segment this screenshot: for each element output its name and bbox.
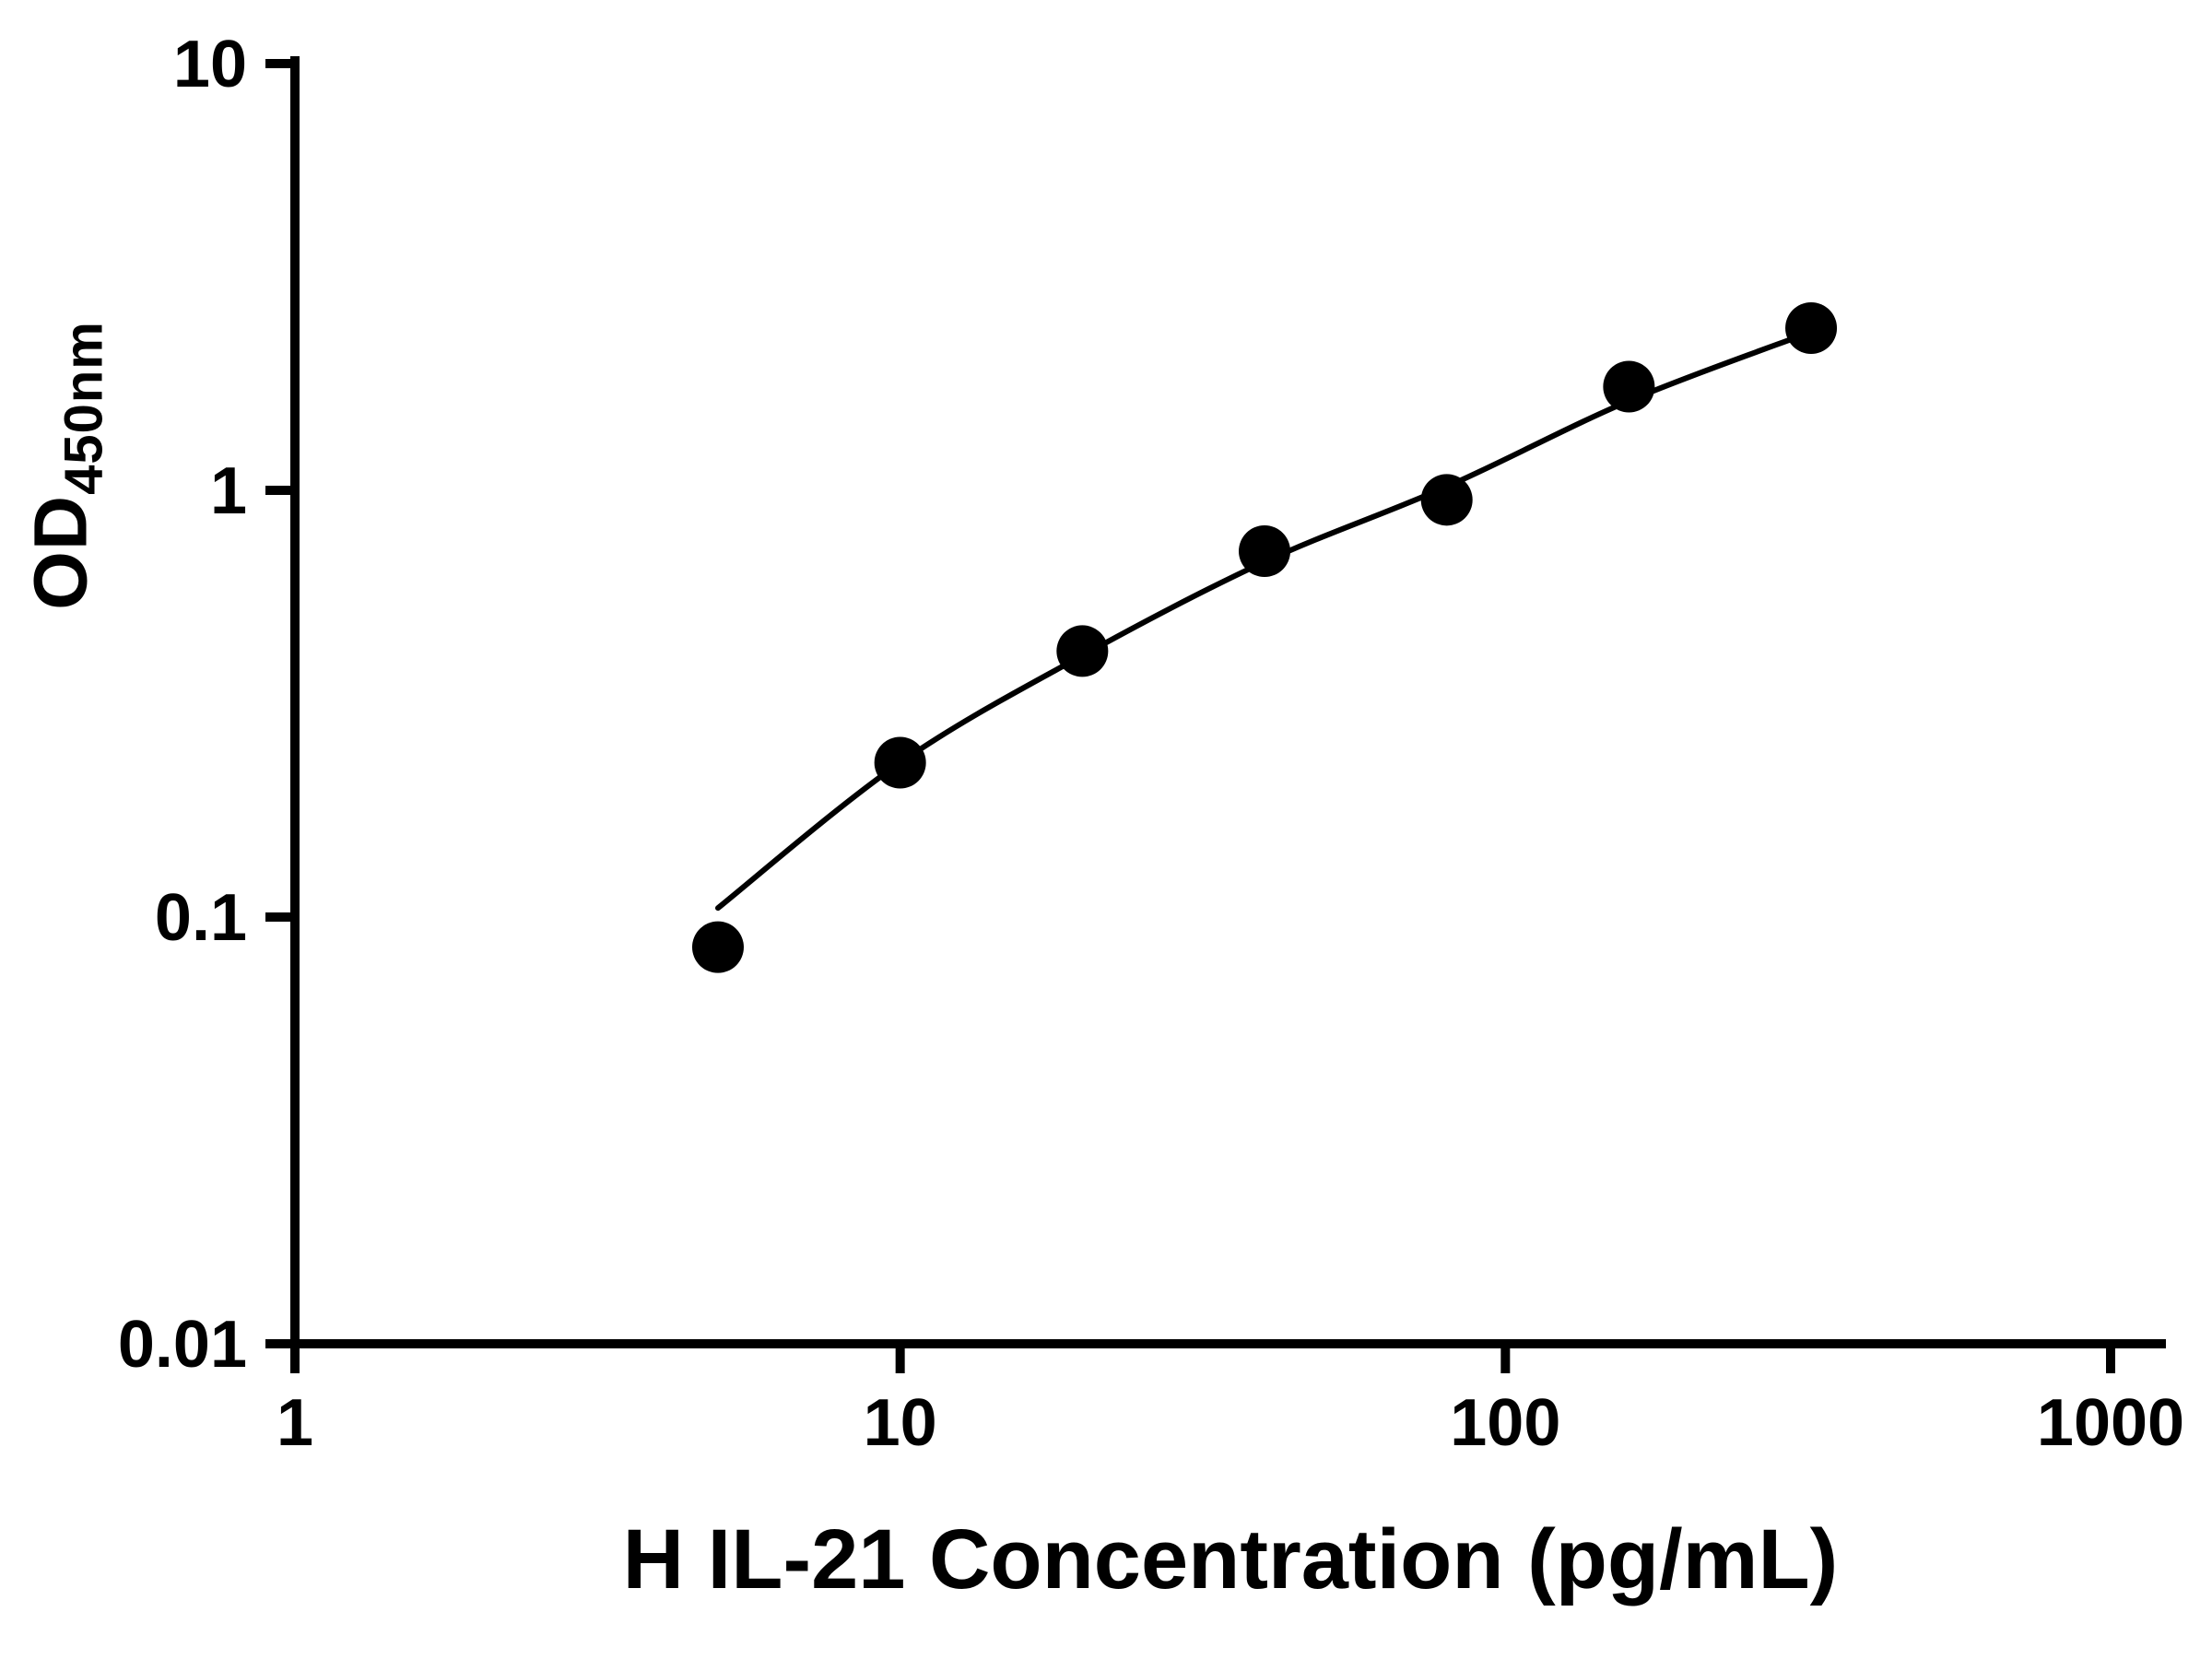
data-point bbox=[874, 736, 926, 789]
data-point bbox=[1420, 474, 1473, 526]
y-axis-label: OD450nm bbox=[18, 321, 114, 610]
x-tick-label: 1 bbox=[276, 1386, 313, 1460]
y-tick-label: 10 bbox=[173, 28, 247, 101]
y-tick-label: 0.01 bbox=[118, 1308, 247, 1382]
data-point bbox=[1785, 301, 1838, 354]
data-point bbox=[1056, 625, 1109, 677]
x-tick-label: 10 bbox=[864, 1386, 937, 1460]
data-point bbox=[1603, 360, 1655, 413]
y-axis-label-subscript: 450nm bbox=[53, 321, 114, 495]
x-tick-label: 1000 bbox=[2037, 1386, 2184, 1460]
y-tick-label: 0.1 bbox=[155, 881, 247, 955]
y-axis-label-main: OD bbox=[18, 494, 103, 610]
y-tick-label: 1 bbox=[210, 454, 247, 528]
x-tick-label: 100 bbox=[1450, 1386, 1560, 1460]
data-point bbox=[1239, 525, 1291, 578]
x-axis-label: H IL-21 Concentration (pg/mL) bbox=[622, 1512, 1839, 1606]
data-point bbox=[691, 921, 744, 973]
axis-lines bbox=[290, 56, 2166, 1348]
fit-curve bbox=[714, 329, 1815, 912]
